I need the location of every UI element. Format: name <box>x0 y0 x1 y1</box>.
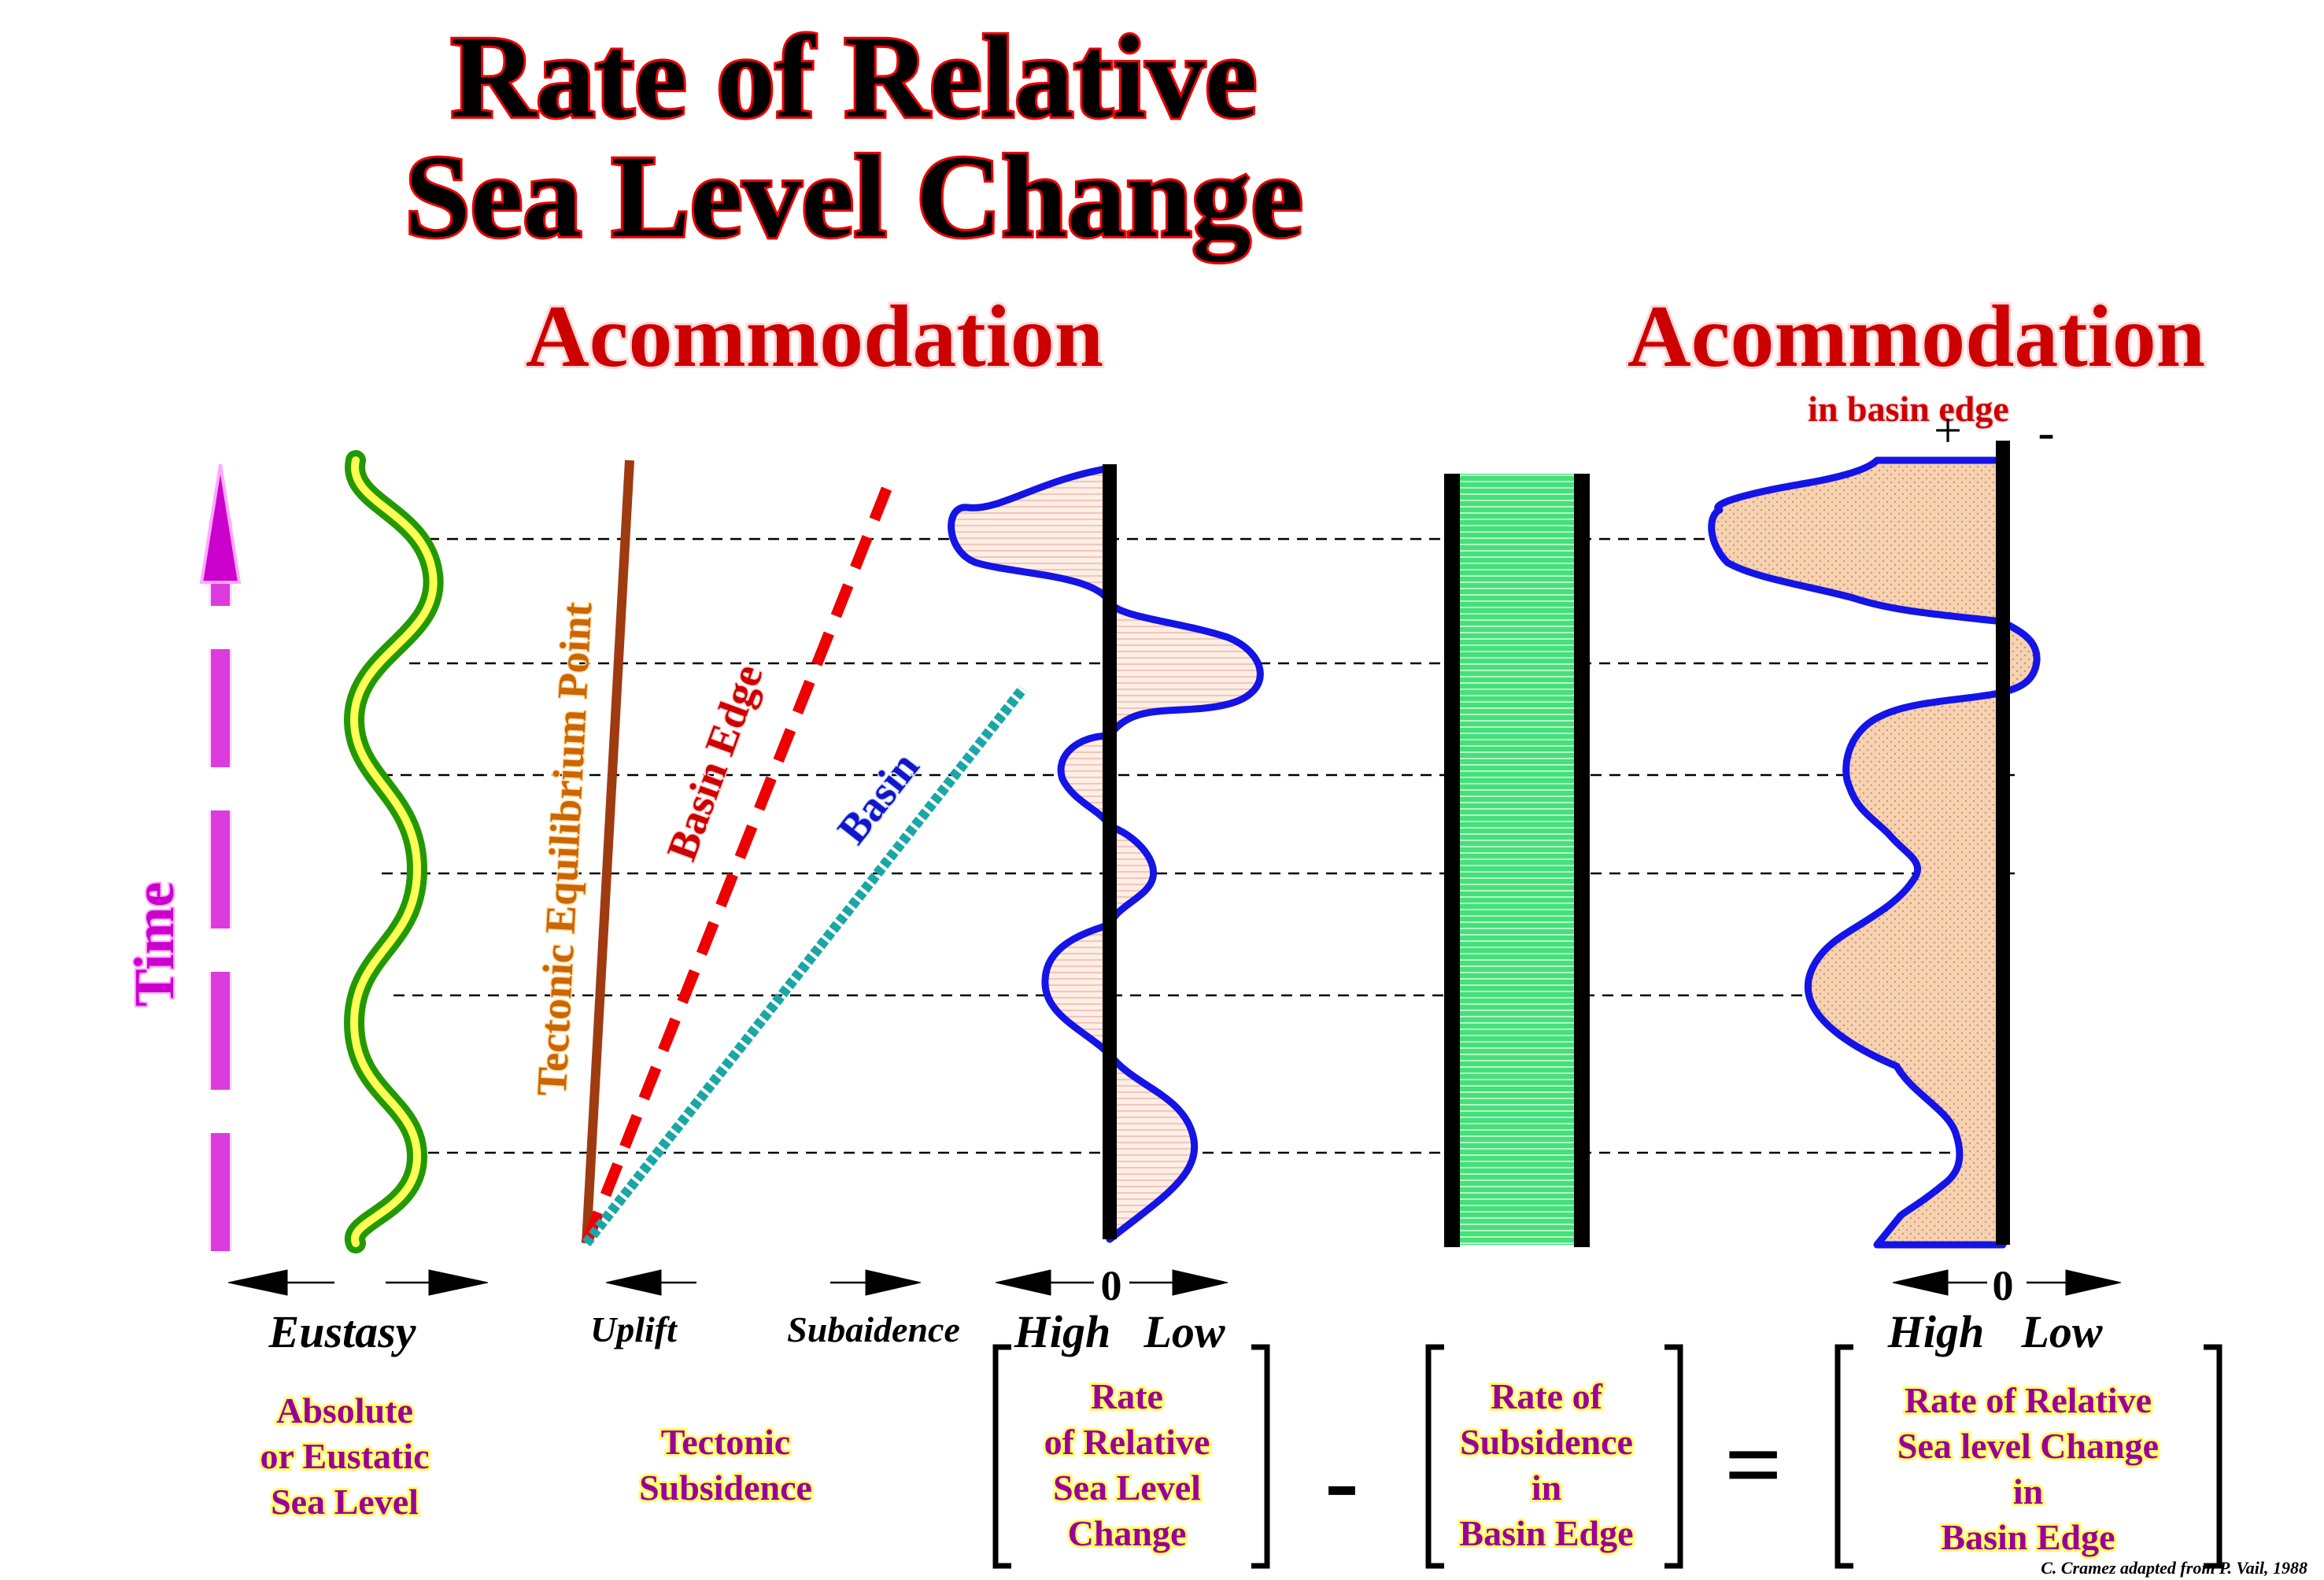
tectonic-equilibrium-line <box>582 460 634 1244</box>
zero-label-2: 0 <box>1993 1262 2014 1309</box>
caption-tectonic: Tectonic Subsidence <box>637 1419 815 1510</box>
zero-label-1: 0 <box>1101 1262 1122 1309</box>
equals-operator: = <box>1724 1408 1783 1522</box>
caption-rate-relative-line-1: Rate <box>1091 1376 1163 1416</box>
credit-text: C. Cramez adapted from P. Vail, 1988 <box>2041 1558 2307 1578</box>
result-curve-fill <box>1708 456 2041 1249</box>
caption-result-line-3: in <box>2013 1471 2043 1512</box>
bracket-rate-right <box>1251 1344 1270 1569</box>
basin-line <box>582 685 1028 1247</box>
caption-eustatic-line-3: Sea Level <box>271 1482 419 1522</box>
bracket-result-left <box>1834 1344 1853 1569</box>
eustasy-right-arrowhead <box>428 1269 489 1296</box>
caption-result-line-4: Basin Edge <box>1941 1517 2115 1557</box>
eustasy-curve-highlight <box>349 456 438 1247</box>
heading-accommodation-left: Acommodation <box>526 288 1103 386</box>
subsidence-arrowhead <box>865 1269 922 1296</box>
caption-rate-relative-line-4: Change <box>1068 1513 1187 1553</box>
caption-result-line-1: Rate of Relative <box>1905 1380 2152 1420</box>
caption-rate-relative: Rate of Relative Sea Level Change <box>1042 1374 1213 1556</box>
high-axis-label-1: High <box>1014 1306 1111 1357</box>
caption-subsidence: Rate of Subsidence in Basin Edge <box>1457 1374 1635 1556</box>
caption-eustatic: Absolute or Eustatic Sea Level <box>257 1388 431 1524</box>
high-arrow-1-head <box>995 1269 1051 1296</box>
heading-accommodation-right: Acommodation <box>1628 288 2205 386</box>
minus-operator: - <box>1325 1424 1358 1538</box>
eustasy-axis-label: Eustasy <box>268 1306 416 1357</box>
caption-result-line-2: Sea level Change <box>1897 1426 2159 1466</box>
high-arrow-2-head <box>1892 1269 1949 1296</box>
low-arrow-1-head <box>1172 1269 1229 1296</box>
bracket-rate-left <box>992 1344 1011 1569</box>
caption-tectonic-line-1: Tectonic <box>661 1422 790 1462</box>
result-plus-sign: + <box>1934 402 1962 458</box>
result-minus-sign: - <box>2038 404 2054 460</box>
high-axis-label-2: High <box>1887 1306 1985 1357</box>
caption-rate-relative-line-3: Sea Level <box>1053 1467 1201 1508</box>
title-line-1: Rate of Relative <box>451 12 1258 142</box>
caption-subsidence-line-2: Subsidence <box>1460 1422 1633 1462</box>
caption-subsidence-line-3: in <box>1531 1467 1561 1508</box>
time-label: Time <box>123 882 186 1007</box>
subsidence-column-fill <box>1452 474 1582 1245</box>
heading-accommodation-right-subtitle: in basin edge <box>1808 389 2009 429</box>
low-axis-label-1: Low <box>1143 1306 1225 1357</box>
caption-result: Rate of Relative Sea level Change in Bas… <box>1895 1378 2161 1560</box>
bracket-result-right <box>2204 1344 2222 1569</box>
caption-tectonic-line-2: Subsidence <box>639 1467 812 1508</box>
caption-subsidence-line-1: Rate of <box>1491 1376 1602 1416</box>
bracket-subsidence-right <box>1664 1344 1683 1569</box>
subsidence-axis-label: Subaidence <box>787 1309 960 1349</box>
uplift-axis-label: Uplift <box>590 1309 678 1349</box>
caption-eustatic-line-2: or Eustatic <box>260 1436 429 1476</box>
bracket-subsidence-left <box>1425 1344 1444 1569</box>
caption-rate-relative-line-2: of Relative <box>1044 1422 1210 1462</box>
axis-arrows <box>227 1269 2122 1296</box>
caption-subsidence-line-4: Basin Edge <box>1459 1513 1633 1553</box>
tectonic-equilibrium-label: Tectonic Equilibrium Point <box>528 601 601 1097</box>
basin-edge-line <box>581 470 899 1246</box>
eustasy-left-arrowhead <box>227 1269 288 1296</box>
title-line-2: Sea Level Change <box>405 131 1303 262</box>
low-axis-label-2: Low <box>2020 1306 2102 1357</box>
time-arrow <box>199 463 242 1251</box>
caption-eustatic-line-1: Absolute <box>276 1390 413 1430</box>
eustasy-curve <box>343 450 444 1253</box>
uplift-arrowhead <box>605 1269 662 1296</box>
time-arrowhead <box>199 463 242 584</box>
low-arrow-2-head <box>2065 1269 2122 1296</box>
